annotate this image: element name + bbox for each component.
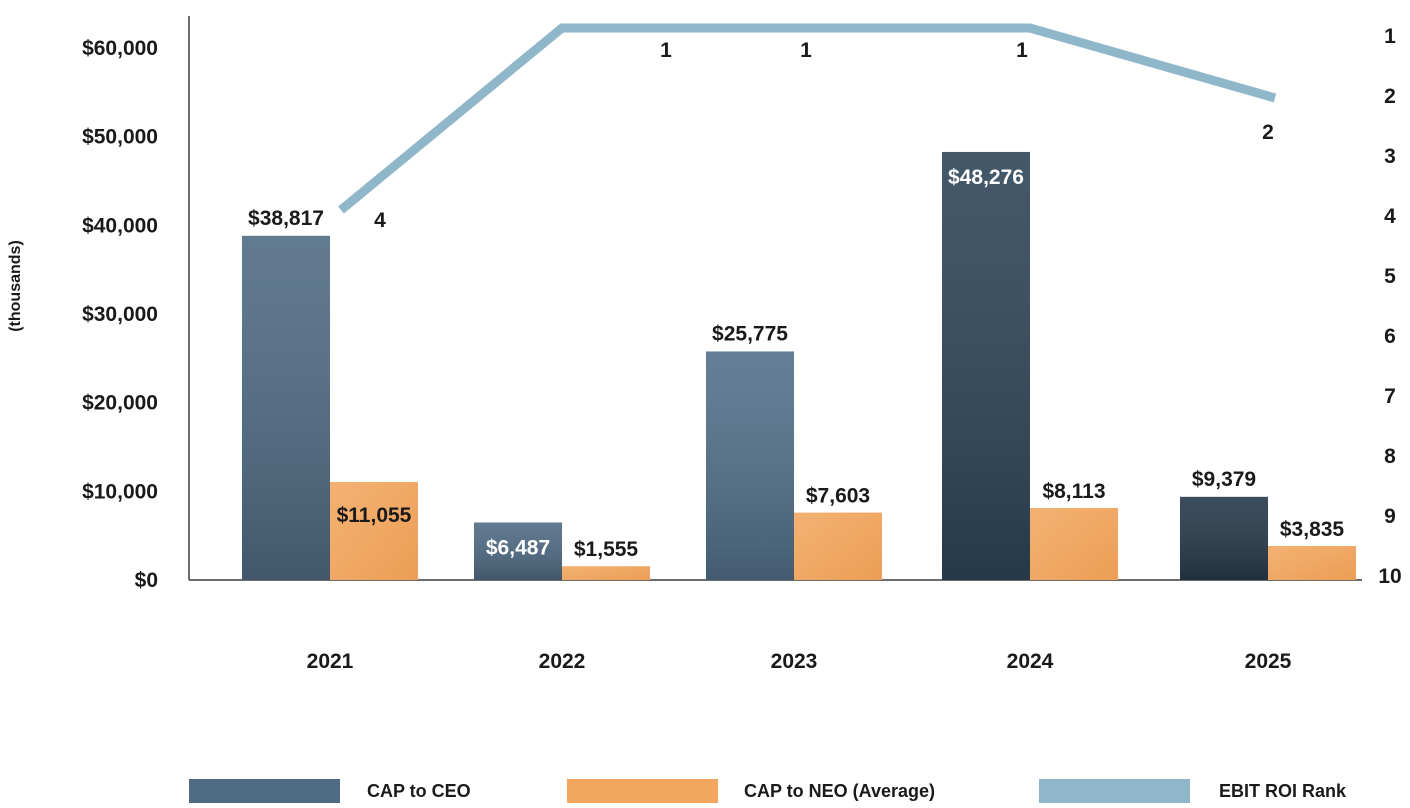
legend-swatch-neo <box>567 779 718 803</box>
y2-tick-label: 5 <box>1384 265 1396 288</box>
bar-ceo-shade-2022 <box>474 522 562 580</box>
data-labels: $38,817 $11,055 $6,487 $1,555 $25,775 $7,603 $… <box>248 166 1344 561</box>
x-tick-label: 2021 <box>307 650 354 673</box>
y2-tick-label: 2 <box>1384 85 1396 108</box>
bar-neo-shade-2021 <box>330 481 418 580</box>
data-label-ceo: $9,379 <box>1192 468 1256 491</box>
x-tick-label: 2025 <box>1245 650 1292 673</box>
legend-swatch-ceo <box>189 779 340 803</box>
data-label-ceo: $6,487 <box>486 536 550 559</box>
y2-tick-label: 10 <box>1378 565 1401 588</box>
y-tick-label: $30,000 <box>82 303 158 326</box>
y2-tick-label: 6 <box>1384 325 1396 348</box>
y2-tick-label: 1 <box>1384 25 1396 48</box>
y-axis-ticks: $0 $10,000 $20,000 $30,000 $40,000 $50,000 $60… <box>82 37 158 592</box>
data-label-ceo: $48,276 <box>948 166 1024 189</box>
data-label-neo: $7,603 <box>806 485 870 508</box>
bar-ceo-shade-2024 <box>942 151 1030 580</box>
bar-ceo-shade-2025 <box>1180 496 1268 580</box>
data-label-rank: 1 <box>800 39 812 62</box>
legend-item-ceo: CAP to CEO <box>189 779 471 803</box>
legend-label-neo: CAP to NEO (Average) <box>744 781 935 801</box>
y-tick-label: $40,000 <box>82 214 158 237</box>
y2-axis-ticks: 1 2 3 4 5 6 7 8 9 10 <box>1378 25 1401 588</box>
data-label-neo: $11,055 <box>337 504 412 527</box>
y-axis-label: (thousands) <box>7 240 24 332</box>
x-tick-label: 2022 <box>539 650 586 673</box>
data-label-rank: 2 <box>1262 121 1274 144</box>
data-label-neo: $8,113 <box>1042 480 1105 503</box>
bar-neo-shade-2025 <box>1268 545 1356 580</box>
bar-neo-shade-2022 <box>562 566 650 580</box>
legend-item-rank: EBIT ROI Rank <box>1039 779 1347 803</box>
data-label-rank: 1 <box>660 39 672 62</box>
y-tick-label: $10,000 <box>82 480 158 503</box>
bars <box>242 151 1356 580</box>
y2-tick-label: 9 <box>1384 505 1396 528</box>
rank-series-line <box>338 23 1277 214</box>
data-label-neo: $1,555 <box>574 538 639 561</box>
data-label-rank: 1 <box>1016 39 1028 62</box>
data-label-rank: 4 <box>374 209 386 232</box>
legend-item-neo: CAP to NEO (Average) <box>567 779 935 803</box>
y-tick-label: $20,000 <box>82 392 158 415</box>
rank-line: 4 1 1 1 2 <box>338 23 1277 232</box>
y2-tick-label: 8 <box>1384 445 1396 468</box>
legend-swatch-rank <box>1039 779 1190 803</box>
y2-tick-label: 3 <box>1384 145 1396 168</box>
data-label-ceo: $38,817 <box>248 207 324 230</box>
bar-neo-shade-2024 <box>1030 508 1118 580</box>
y2-tick-label: 7 <box>1384 385 1396 408</box>
bar-neo-shade-2023 <box>794 512 882 580</box>
x-tick-label: 2023 <box>771 650 818 673</box>
y2-tick-label: 4 <box>1384 205 1396 228</box>
bar-ceo-shade-2021 <box>242 235 330 580</box>
x-tick-label: 2024 <box>1007 650 1054 673</box>
y-tick-label: $50,000 <box>82 126 158 149</box>
y-tick-label: $0 <box>135 569 158 592</box>
x-axis-labels: 2021 2022 2023 2024 2025 <box>307 650 1292 673</box>
y-tick-label: $60,000 <box>82 37 158 60</box>
legend: CAP to CEO CAP to NEO (Average) EBIT ROI… <box>189 779 1347 803</box>
legend-label-ceo: CAP to CEO <box>367 781 471 801</box>
legend-label-rank: EBIT ROI Rank <box>1219 781 1347 801</box>
bar-ceo-shade-2023 <box>706 351 794 580</box>
data-label-ceo: $25,775 <box>712 322 788 345</box>
data-label-neo: $3,835 <box>1280 518 1345 541</box>
